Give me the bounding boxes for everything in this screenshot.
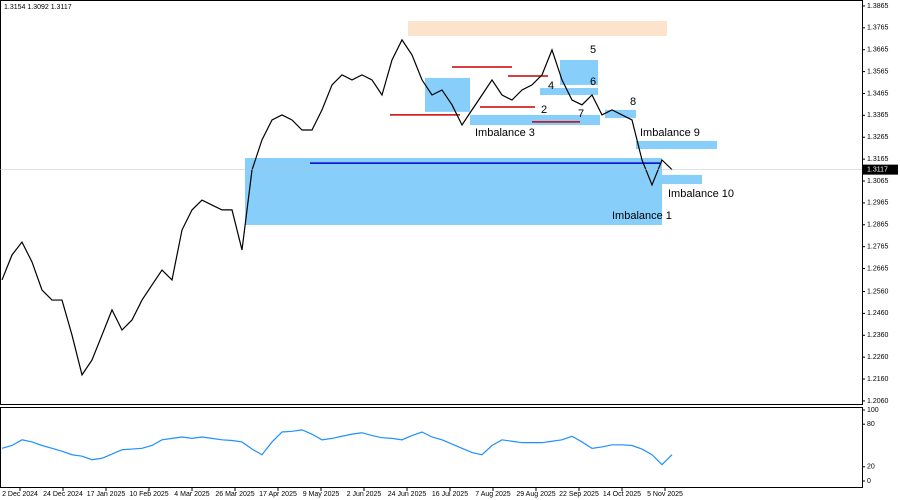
x-tick-label: 24 Jun 2025 <box>388 491 427 498</box>
zone-label: 6 <box>590 76 596 88</box>
zone <box>408 21 667 36</box>
y-tick-label: 1.3165 <box>867 156 889 163</box>
zone <box>470 114 600 125</box>
x-tick-label: 5 Nov 2025 <box>647 491 683 498</box>
zone-label: Imbalance 1 <box>612 210 672 222</box>
series-line <box>1 429 673 466</box>
x-tick-label: 9 May 2025 <box>303 491 340 498</box>
zone <box>245 158 662 225</box>
y-tick-label: 1.2360 <box>867 332 889 339</box>
level-label: 4 <box>548 80 554 92</box>
y-tick-label: 100 <box>867 407 879 414</box>
x-tick-label: 10 Feb 2025 <box>129 491 168 498</box>
x-tick-label: 2 Dec 2024 <box>2 491 38 498</box>
zone <box>540 88 598 96</box>
y-tick-label: 0 <box>867 478 871 485</box>
x-tick-label: 22 Sep 2025 <box>559 491 599 498</box>
y-tick-label: 1.3865 <box>867 3 889 10</box>
zone-label: 5 <box>590 44 596 56</box>
zone-label: Imbalance 10 <box>668 188 734 200</box>
x-tick-label: 17 Apr 2025 <box>259 491 297 498</box>
x-tick-label: 17 Jan 2025 <box>87 491 126 498</box>
x-tick-label: 7 Aug 2025 <box>475 491 511 498</box>
y-tick-label: 1.3065 <box>867 178 889 185</box>
rsi-panel-frame <box>0 407 863 488</box>
zone <box>560 59 598 85</box>
y-tick-label: 1.2865 <box>867 222 889 229</box>
zone <box>636 140 717 150</box>
y-tick-label: 80 <box>867 421 875 428</box>
y-tick-label: 1.2560 <box>867 288 889 295</box>
x-tick-label: 2 Jun 2025 <box>347 491 382 498</box>
last-price-label: 1.3117 <box>867 166 888 173</box>
series-line <box>1 38 673 377</box>
zone-label: Imbalance 9 <box>640 127 700 139</box>
y-tick-label: 1.3665 <box>867 47 889 54</box>
y-tick-label: 1.3265 <box>867 134 889 141</box>
y-tick-label: 1.2965 <box>867 200 889 207</box>
y-tick-label: 20 <box>867 464 875 471</box>
last-price-tag <box>862 164 898 175</box>
x-tick-label: 4 Mar 2025 <box>174 491 210 498</box>
y-tick-label: 1.3765 <box>867 25 889 32</box>
level-label: 7 <box>578 108 584 120</box>
y-tick-label: 1.3565 <box>867 68 889 75</box>
x-tick-label: 29 Aug 2025 <box>516 491 555 498</box>
zone-label: Imbalance 3 <box>475 127 535 139</box>
y-tick-label: 1.2060 <box>867 398 889 405</box>
y-tick-label: 1.2665 <box>867 265 889 272</box>
zone-label: 8 <box>630 96 636 108</box>
x-tick-label: 14 Oct 2025 <box>603 491 641 498</box>
level-label: 2 <box>541 104 547 116</box>
y-tick-label: 1.3365 <box>867 112 889 119</box>
y-tick-label: 1.3465 <box>867 90 889 97</box>
header-prices: 1.3154 1.3092 1.3117 <box>4 4 72 11</box>
y-tick-label: 1.2260 <box>867 354 889 361</box>
x-tick-label: 26 Mar 2025 <box>215 491 254 498</box>
x-tick-label: 24 Dec 2024 <box>43 491 83 498</box>
y-tick-label: 1.2765 <box>867 244 889 251</box>
y-tick-label: 1.2160 <box>867 376 889 383</box>
y-tick-label: 1.2460 <box>867 310 889 317</box>
x-tick-label: 16 Jul 2025 <box>432 491 468 498</box>
zone <box>660 174 702 185</box>
